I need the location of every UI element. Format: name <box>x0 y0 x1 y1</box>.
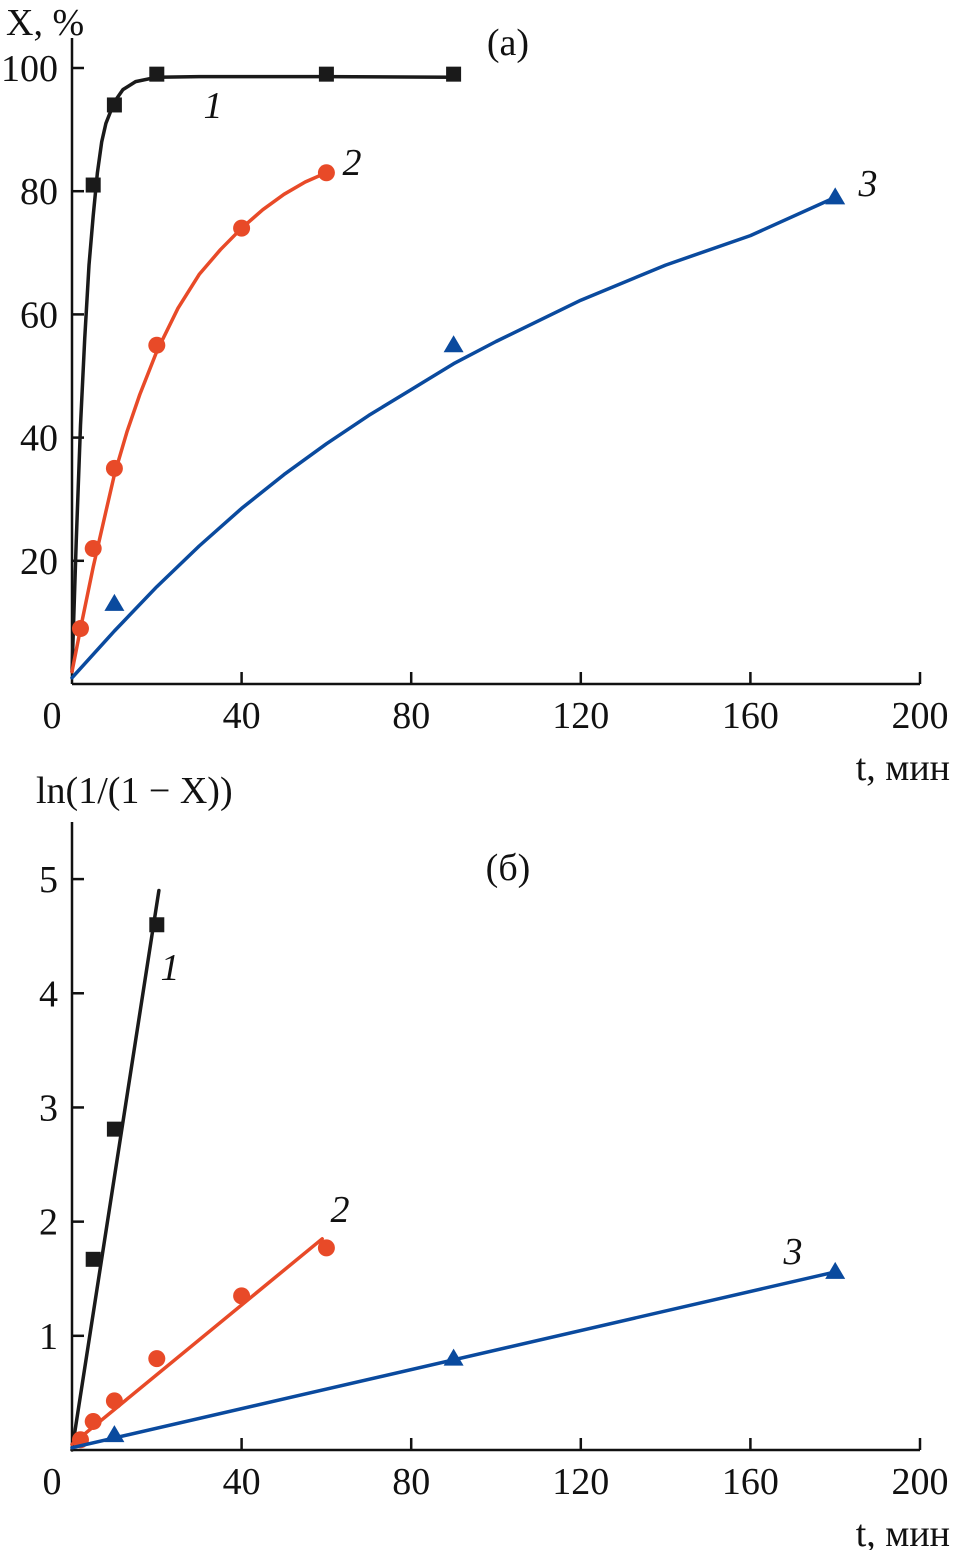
y-tick-label: 100 <box>1 48 58 90</box>
fit-line-series-2 <box>70 1237 324 1447</box>
data-point-square <box>446 66 462 82</box>
x-tick-label: 200 <box>892 1461 949 1503</box>
data-point-circle <box>105 1392 123 1410</box>
data-point-circle <box>317 164 335 182</box>
y-tick-label: 2 <box>39 1202 58 1244</box>
x-tick-label: 160 <box>722 1461 779 1503</box>
data-point-triangle <box>825 187 846 205</box>
series-label-1: 1 <box>204 85 223 127</box>
x-tick-label: 200 <box>892 695 949 737</box>
series-2: 2 <box>70 1189 350 1449</box>
data-point-circle <box>233 1287 251 1305</box>
y-tick-label: 5 <box>39 859 58 901</box>
data-point-triangle <box>104 593 125 611</box>
x-axis-title: t, мин <box>856 1513 950 1550</box>
x-tick-label: 120 <box>552 1461 609 1503</box>
data-point-circle <box>148 336 166 354</box>
data-point-triangle <box>443 335 464 353</box>
x-axis-title: t, мин <box>856 747 950 789</box>
fit-line-series-1 <box>70 74 456 674</box>
x-tick-label: 120 <box>552 695 609 737</box>
data-point-triangle <box>104 1425 125 1443</box>
series-3: 3 <box>70 1231 846 1450</box>
y-tick-label: 1 <box>39 1316 58 1358</box>
y-axis-title: X, % <box>6 2 84 44</box>
data-point-circle <box>233 219 251 237</box>
data-point-circle <box>317 1239 335 1257</box>
y-tick-label: 60 <box>20 294 58 336</box>
y-tick-label: 4 <box>39 973 58 1015</box>
data-point-square <box>149 917 165 933</box>
x-tick-label: 80 <box>392 1461 430 1503</box>
data-point-circle <box>71 620 89 638</box>
x-tick-label: 0 <box>43 1461 62 1503</box>
y-axis-title: ln(1/(1 − X)) <box>36 770 233 812</box>
y-tick-label: 80 <box>20 171 58 213</box>
series-label-2: 2 <box>343 142 362 184</box>
panel-label: (б) <box>486 847 531 889</box>
y-tick-label: 40 <box>20 418 58 460</box>
x-tick-label: 80 <box>392 695 430 737</box>
panel-label: (a) <box>487 22 529 64</box>
series-label-3: 3 <box>783 1231 803 1273</box>
chart-panel-2: 0 40 80 120 160 200 1 2 3 4 5 ln(1/(1 − X)) t, мин (б… <box>36 770 950 1550</box>
data-point-circle <box>84 539 102 557</box>
series-1: 1 <box>70 66 462 674</box>
y-tick-label: 3 <box>39 1087 58 1129</box>
data-point-circle <box>84 1412 102 1430</box>
y-tick-label: 20 <box>20 541 58 583</box>
fit-line-series-1 <box>70 888 161 1452</box>
data-point-circle <box>105 459 123 477</box>
fit-line-series-3 <box>70 195 837 680</box>
fit-line-series-2 <box>70 170 329 674</box>
data-point-triangle <box>825 1261 846 1279</box>
data-point-square <box>85 177 101 193</box>
series-1: 1 <box>70 888 180 1452</box>
series-label-3: 3 <box>858 163 878 205</box>
series-3: 3 <box>70 163 878 680</box>
x-tick-label: 0 <box>43 695 62 737</box>
data-point-circle <box>148 1350 166 1368</box>
data-point-triangle <box>443 1348 464 1366</box>
data-point-square <box>149 66 165 82</box>
data-point-square <box>106 1121 122 1137</box>
data-point-square <box>85 1251 101 1267</box>
x-tick-label: 160 <box>722 695 779 737</box>
data-point-square <box>318 66 334 82</box>
series-label-1: 1 <box>161 947 180 989</box>
data-point-square <box>106 97 122 113</box>
series-2: 2 <box>70 142 362 674</box>
series-label-2: 2 <box>331 1189 350 1231</box>
x-tick-label: 40 <box>223 1461 261 1503</box>
x-tick-label: 40 <box>223 695 261 737</box>
